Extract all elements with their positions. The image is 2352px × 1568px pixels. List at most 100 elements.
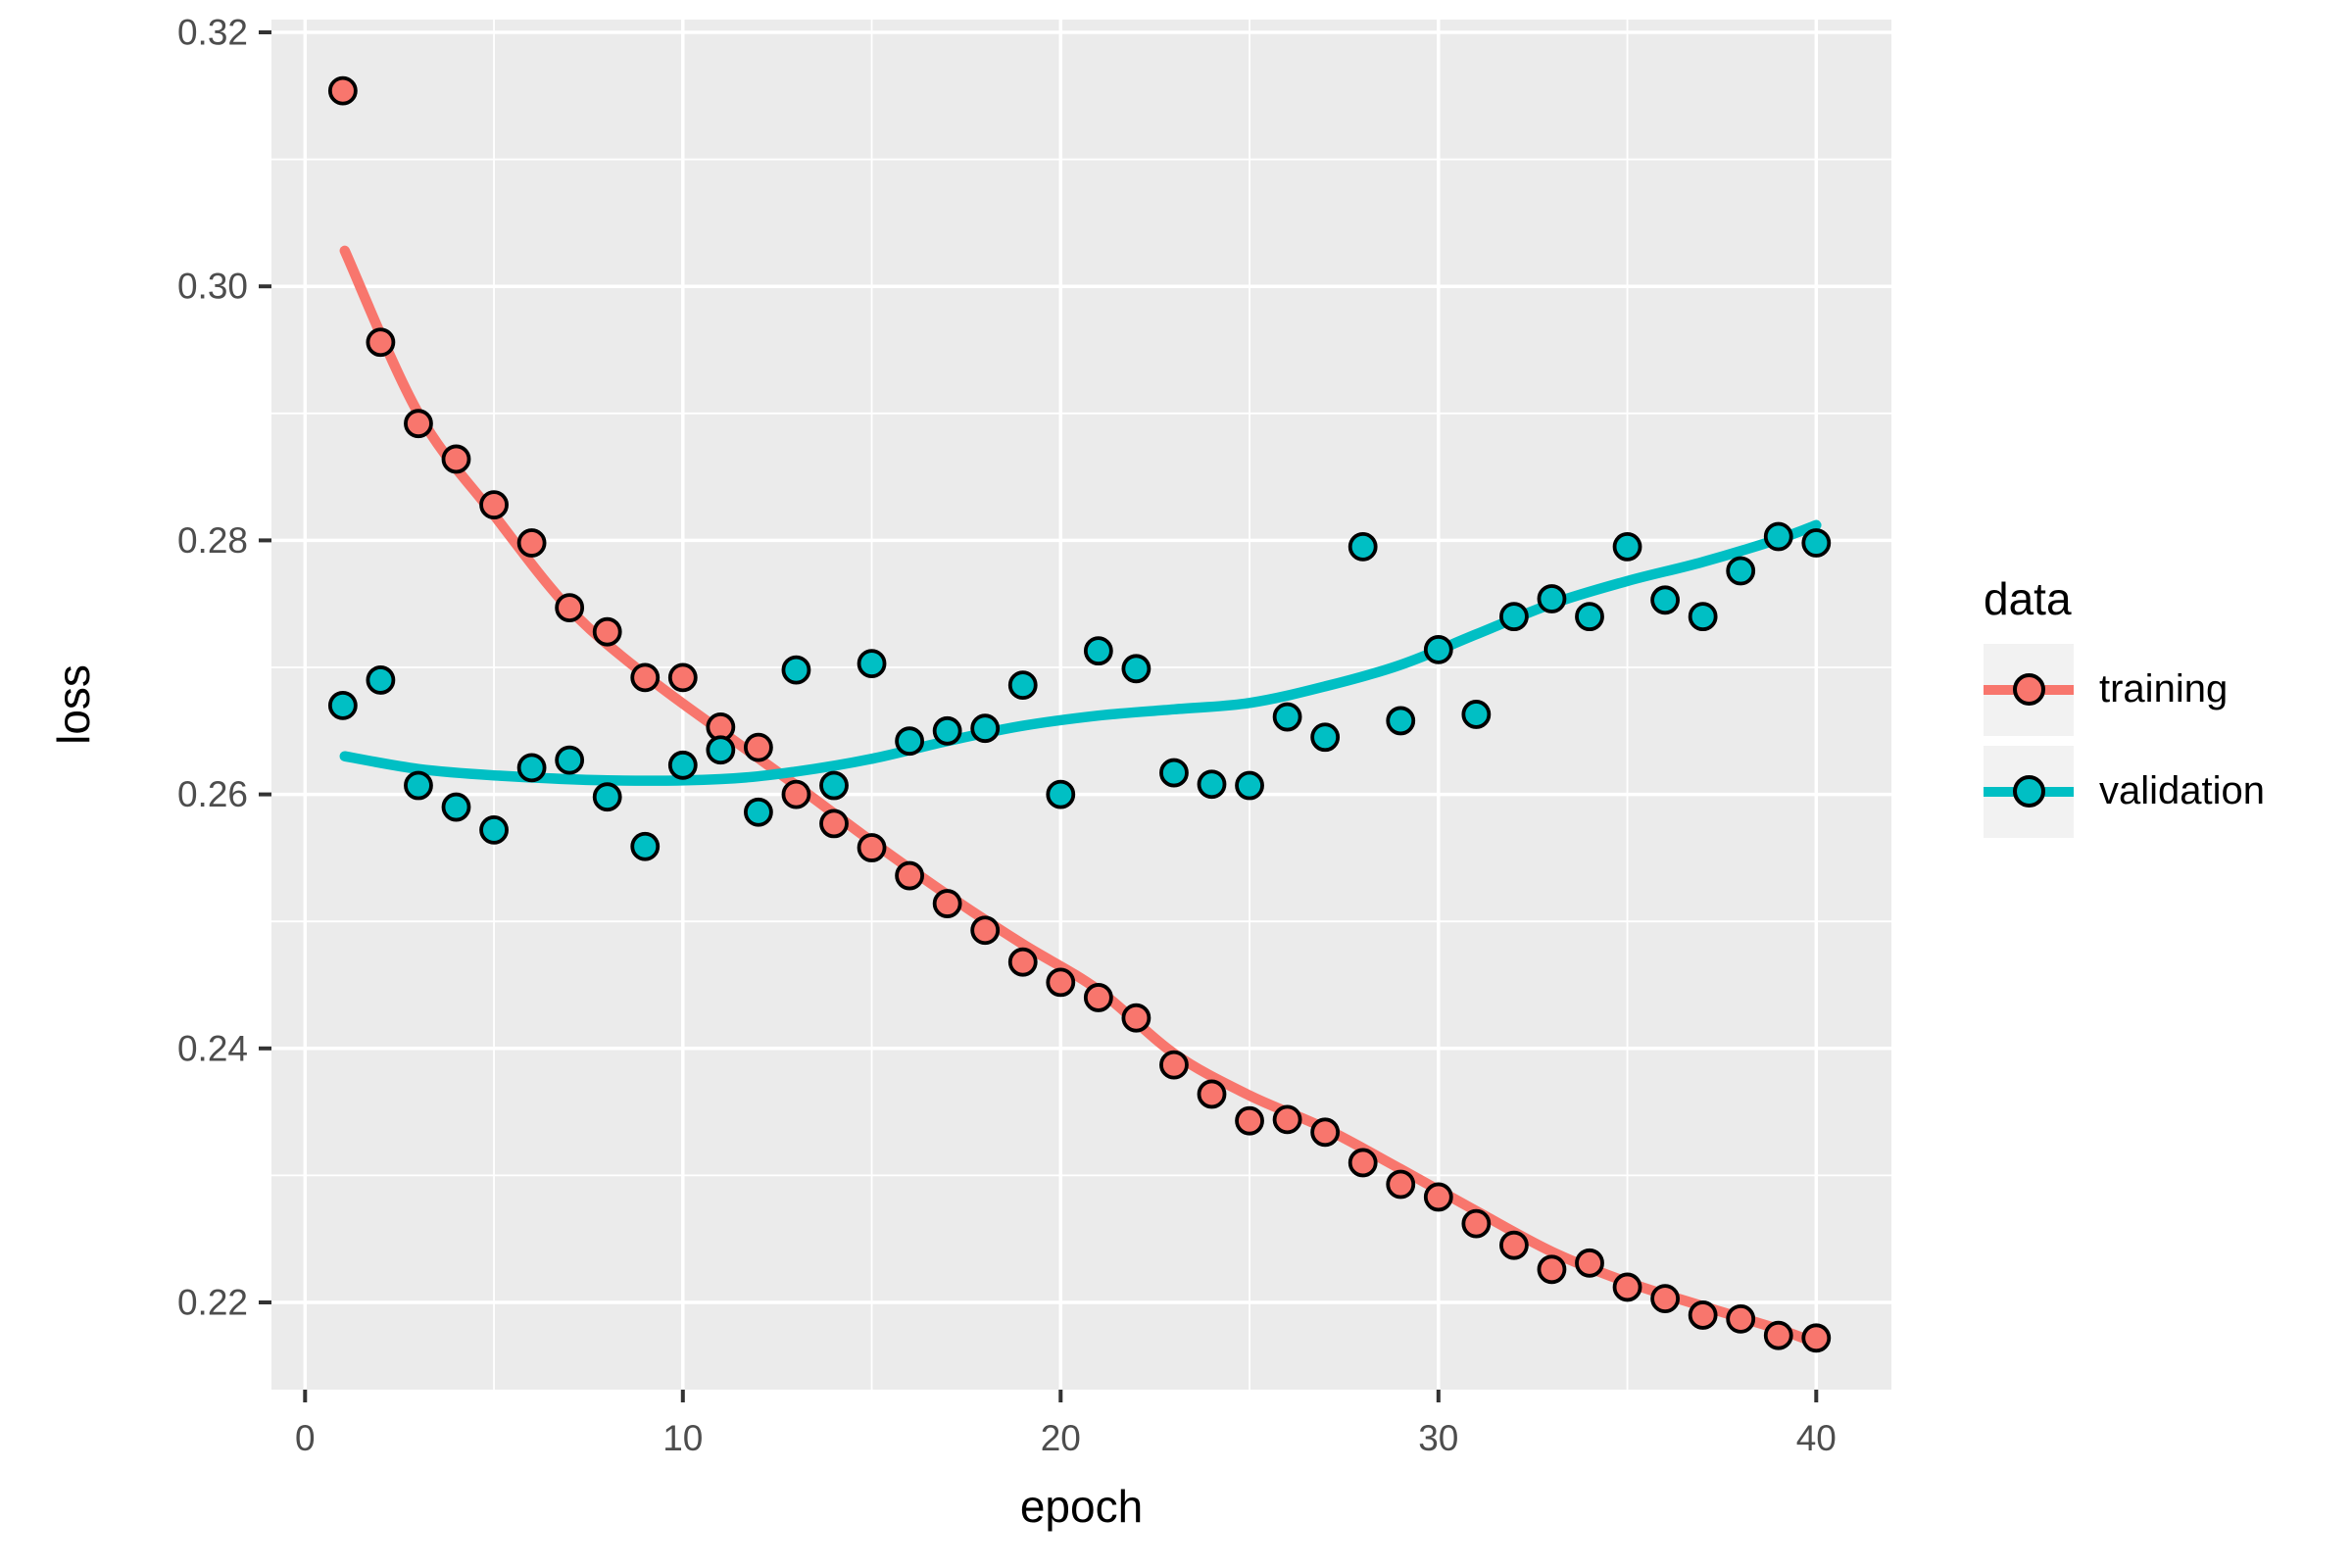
data-point-training (1272, 1104, 1302, 1135)
legend-label-validation: validation (2099, 769, 2266, 813)
data-point-validation (1801, 528, 1832, 558)
data-point-validation (932, 715, 962, 746)
legend-label-training: training (2099, 667, 2229, 711)
data-point-training (1046, 967, 1076, 998)
data-point-validation (1763, 521, 1793, 552)
y-tick-label: 0.30 (177, 267, 248, 307)
data-point-validation (1310, 722, 1341, 753)
data-point-training (667, 662, 698, 693)
data-point-validation (1235, 770, 1264, 801)
data-point-training (819, 808, 849, 839)
data-point-validation (970, 713, 1001, 744)
data-point-training (744, 732, 773, 762)
data-point-validation (667, 750, 698, 780)
data-point-validation (1348, 531, 1378, 562)
data-point-training (1083, 983, 1113, 1012)
data-point-validation (1537, 584, 1567, 613)
data-point-training (781, 779, 811, 809)
data-point-training (327, 75, 358, 106)
plot-panel (271, 20, 1891, 1390)
data-point-training (1310, 1117, 1341, 1148)
data-point-validation (781, 655, 811, 685)
legend-key-training (1984, 643, 2074, 736)
data-point-validation (1688, 602, 1718, 632)
data-point-validation (1197, 769, 1227, 800)
data-point-training (592, 616, 622, 647)
data-point-validation (706, 735, 736, 765)
data-point-training (1348, 1148, 1378, 1178)
legend: data training validation (1984, 574, 2265, 848)
data-point-training (441, 444, 471, 474)
x-tick-label: 40 (1796, 1418, 1837, 1458)
data-point-training (1499, 1230, 1529, 1260)
x-axis-title: epoch (1020, 1481, 1143, 1532)
data-point-validation (819, 770, 849, 801)
training-point-swatch (2012, 673, 2045, 707)
data-point-training (366, 327, 396, 358)
y-tick-label: 0.28 (177, 520, 248, 561)
data-point-validation (479, 814, 509, 845)
y-tick-label: 0.24 (177, 1028, 248, 1068)
data-point-validation (1461, 700, 1492, 729)
data-point-validation (1650, 585, 1680, 615)
data-point-training (1159, 1050, 1189, 1080)
data-point-validation (366, 665, 396, 695)
data-point-training (857, 833, 887, 862)
data-point-training (1197, 1079, 1227, 1109)
legend-key-validation (1984, 745, 2074, 838)
data-point-validation (592, 782, 622, 812)
data-point-validation (1121, 654, 1152, 684)
data-point-training (932, 889, 962, 918)
data-point-training (1386, 1169, 1416, 1200)
data-point-training (1121, 1003, 1152, 1033)
data-point-validation (1272, 702, 1302, 732)
data-point-training (630, 662, 661, 693)
data-point-training (555, 593, 585, 622)
data-point-training (1688, 1300, 1718, 1330)
data-point-training (1801, 1323, 1832, 1353)
data-point-training (1537, 1254, 1567, 1285)
x-tick-label: 20 (1041, 1418, 1081, 1458)
legend-entry-training: training (1984, 643, 2265, 736)
data-point-training (516, 528, 547, 558)
data-point-training (1650, 1284, 1680, 1314)
y-tick-label: 0.22 (177, 1283, 248, 1323)
data-point-validation (1499, 602, 1529, 632)
data-point-validation (1083, 636, 1113, 666)
data-point-training (1575, 1248, 1604, 1278)
data-point-validation (1159, 758, 1189, 788)
data-point-training (479, 490, 509, 520)
data-point-validation (327, 690, 358, 720)
data-point-validation (1386, 706, 1416, 736)
legend-entry-validation: validation (1984, 745, 2266, 838)
data-point-training (970, 915, 1001, 946)
validation-point-swatch (2012, 775, 2045, 808)
smooth-line-training (339, 245, 1822, 1348)
data-point-validation (744, 797, 773, 827)
data-point-training (1007, 947, 1038, 977)
data-point-training (1726, 1303, 1756, 1334)
y-tick-label: 0.32 (177, 13, 248, 53)
data-point-training (1461, 1208, 1492, 1239)
data-point-validation (516, 753, 547, 783)
data-point-validation (404, 770, 433, 801)
data-point-validation (857, 649, 887, 679)
data-point-training (1763, 1320, 1793, 1350)
data-point-validation (630, 831, 661, 861)
data-point-validation (1726, 556, 1756, 586)
data-point-validation (895, 726, 924, 757)
data-point-validation (1575, 602, 1604, 632)
data-point-training (1423, 1182, 1453, 1212)
data-point-validation (1612, 531, 1642, 562)
data-point-training (1612, 1272, 1642, 1302)
smooth-line-validation (339, 519, 1822, 786)
data-point-validation (555, 745, 585, 775)
data-point-training (404, 409, 433, 439)
data-point-training (1235, 1105, 1264, 1136)
x-tick-label: 0 (295, 1418, 316, 1458)
x-tick-label: 10 (662, 1418, 703, 1458)
data-point-validation (1007, 670, 1038, 701)
data-point-validation (441, 792, 471, 822)
